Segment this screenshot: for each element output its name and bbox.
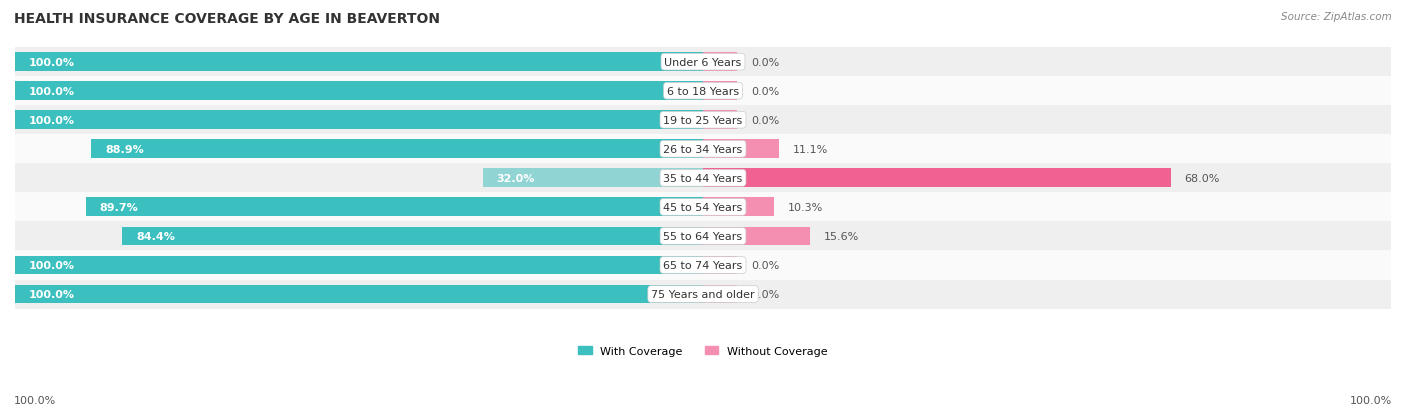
Bar (15, 82, 703, 101)
Text: 19 to 25 Years: 19 to 25 Years (664, 116, 742, 126)
Bar (15, 222, 1391, 251)
Text: 15.6%: 15.6% (824, 231, 859, 241)
Text: 100.0%: 100.0% (28, 57, 75, 67)
Legend: With Coverage, Without Coverage: With Coverage, Without Coverage (574, 342, 832, 361)
Bar (703, 169, 1171, 188)
Bar (15, 111, 703, 130)
Text: 45 to 54 Years: 45 to 54 Years (664, 202, 742, 212)
Text: Under 6 Years: Under 6 Years (665, 57, 741, 67)
Text: 6 to 18 Years: 6 to 18 Years (666, 86, 740, 97)
Text: Source: ZipAtlas.com: Source: ZipAtlas.com (1281, 12, 1392, 22)
Text: 10.3%: 10.3% (787, 202, 823, 212)
Text: 0.0%: 0.0% (751, 260, 779, 271)
Text: 32.0%: 32.0% (496, 173, 534, 183)
Text: 11.1%: 11.1% (793, 145, 828, 154)
Text: 35 to 44 Years: 35 to 44 Years (664, 173, 742, 183)
Bar (15, 251, 1391, 280)
Text: 100.0%: 100.0% (28, 260, 75, 271)
Bar (703, 227, 810, 246)
Bar (703, 111, 737, 130)
Bar (15, 256, 703, 275)
Text: HEALTH INSURANCE COVERAGE BY AGE IN BEAVERTON: HEALTH INSURANCE COVERAGE BY AGE IN BEAV… (14, 12, 440, 26)
Bar (15, 280, 1391, 309)
Text: 75 Years and older: 75 Years and older (651, 290, 755, 299)
Text: 68.0%: 68.0% (1185, 173, 1220, 183)
Bar (15, 48, 1391, 77)
Bar (15, 106, 1391, 135)
Bar (703, 285, 737, 304)
Text: 0.0%: 0.0% (751, 86, 779, 97)
Bar (91, 140, 703, 159)
Bar (482, 169, 703, 188)
Bar (15, 77, 1391, 106)
Text: 84.4%: 84.4% (136, 231, 174, 241)
Text: 100.0%: 100.0% (28, 86, 75, 97)
Text: 100.0%: 100.0% (28, 290, 75, 299)
Text: 100.0%: 100.0% (28, 116, 75, 126)
Bar (703, 198, 773, 217)
Bar (703, 82, 737, 101)
Bar (15, 53, 703, 72)
Bar (703, 256, 737, 275)
Bar (15, 135, 1391, 164)
Text: 0.0%: 0.0% (751, 290, 779, 299)
Bar (15, 193, 1391, 222)
Bar (15, 164, 1391, 193)
Text: 55 to 64 Years: 55 to 64 Years (664, 231, 742, 241)
Text: 100.0%: 100.0% (14, 395, 56, 405)
Bar (15, 285, 703, 304)
Text: 65 to 74 Years: 65 to 74 Years (664, 260, 742, 271)
Text: 100.0%: 100.0% (1350, 395, 1392, 405)
Text: 0.0%: 0.0% (751, 116, 779, 126)
Text: 26 to 34 Years: 26 to 34 Years (664, 145, 742, 154)
Bar (86, 198, 703, 217)
Text: 89.7%: 89.7% (100, 202, 138, 212)
Text: 0.0%: 0.0% (751, 57, 779, 67)
Text: 88.9%: 88.9% (105, 145, 143, 154)
Bar (703, 53, 737, 72)
Bar (703, 140, 779, 159)
Bar (122, 227, 703, 246)
